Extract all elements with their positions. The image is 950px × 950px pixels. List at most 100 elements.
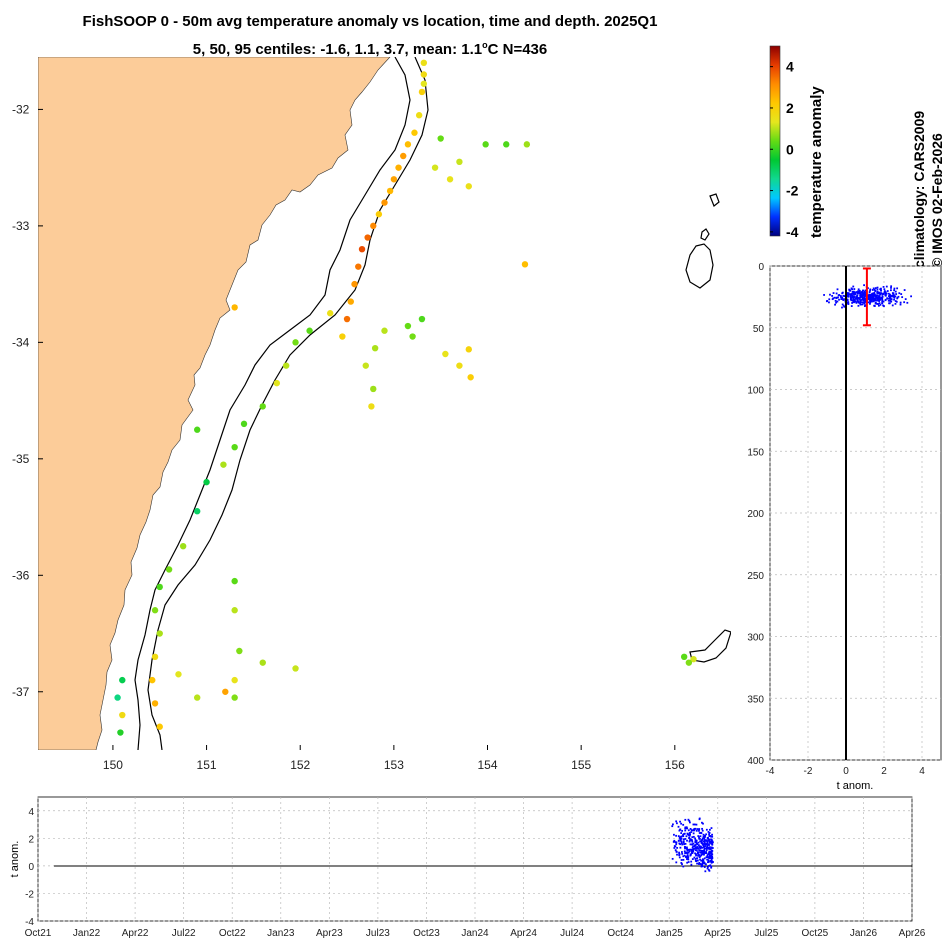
depth-point (863, 292, 865, 295)
depth-point (837, 294, 840, 297)
colorbar-tick-label: 0 (786, 141, 794, 157)
ts-point (710, 857, 713, 860)
map-point (456, 362, 463, 369)
ts-point (682, 823, 685, 826)
depth-point (839, 295, 842, 297)
ts-x-tick-label: Apr22 (122, 928, 149, 939)
ts-point (693, 827, 696, 830)
ts-point (698, 861, 701, 864)
map-point (404, 141, 412, 148)
depth-point (876, 294, 879, 297)
depth-point (852, 290, 855, 293)
depth-point (852, 292, 855, 294)
ts-point (684, 829, 687, 832)
ts-point (682, 855, 685, 858)
depth-point (885, 292, 888, 295)
ts-point (706, 858, 709, 861)
ts-point (694, 849, 697, 852)
map-point (420, 80, 428, 87)
ts-point (703, 843, 706, 846)
depth-x-tick-label: 4 (919, 766, 925, 777)
depth-point (903, 301, 906, 304)
map-point (400, 152, 407, 160)
map-point (503, 141, 510, 148)
ts-points (671, 817, 714, 873)
map-point (203, 478, 210, 486)
depth-point (882, 286, 885, 288)
ts-point (678, 851, 680, 854)
depth-point (847, 303, 850, 305)
ts-point (696, 852, 699, 855)
ts-point (707, 868, 710, 871)
depth-point (857, 301, 860, 304)
depth-point (853, 293, 855, 296)
ts-point (690, 863, 693, 866)
map-point (326, 310, 334, 317)
ts-point (705, 833, 708, 836)
depth-y-tick-label: 400 (747, 756, 764, 767)
depth-point (890, 287, 892, 289)
ts-point (707, 859, 710, 862)
depth-point (881, 300, 884, 303)
ts-point (675, 850, 678, 853)
depth-point (903, 289, 906, 291)
depth-point (842, 304, 845, 307)
ts-point (701, 821, 703, 824)
depth-point (857, 288, 860, 291)
ts-point (702, 858, 704, 861)
ts-point (705, 843, 708, 846)
ts-point (698, 818, 701, 821)
ts-point (691, 849, 693, 852)
ts-x-tick-label: Oct24 (607, 928, 634, 939)
ts-point (690, 843, 693, 846)
ts-point (706, 866, 709, 869)
map-point (156, 723, 163, 730)
map-point (415, 112, 423, 119)
depth-point (861, 298, 864, 301)
depth-point (871, 294, 873, 297)
map-point (222, 688, 229, 695)
ts-point (678, 842, 681, 845)
ts-point (706, 856, 709, 859)
depth-point (843, 305, 846, 308)
ts-x-tick-label: Oct22 (219, 928, 246, 939)
depth-point (884, 294, 887, 297)
depth-point (859, 303, 862, 306)
depth-point (874, 287, 877, 290)
ts-point (704, 834, 707, 837)
ts-point (697, 854, 699, 857)
ts-point (689, 821, 691, 824)
depth-point (889, 297, 892, 299)
ts-point (708, 832, 711, 834)
depth-point (858, 289, 861, 292)
depth-point (893, 287, 896, 290)
ts-point (676, 822, 678, 825)
depth-point (867, 301, 870, 304)
depth-point (859, 297, 861, 299)
depth-point (891, 304, 894, 307)
depth-point (890, 289, 892, 292)
ts-point (681, 829, 683, 832)
depth-point (861, 296, 864, 299)
depth-point (890, 285, 893, 288)
depth-point (871, 295, 873, 298)
ts-point (686, 852, 689, 855)
map-point (347, 298, 354, 305)
depth-point (863, 291, 866, 294)
ts-point (684, 838, 687, 840)
ts-point (708, 850, 711, 853)
ts-point (699, 845, 702, 848)
depth-point (864, 294, 867, 297)
ts-x-tick-label: Jul24 (560, 928, 584, 939)
ts-x-tick-label: Jan24 (461, 928, 489, 939)
ts-point (710, 865, 713, 868)
ts-point (678, 856, 681, 859)
depth-y-tick-label: 200 (747, 509, 764, 520)
map-point (231, 694, 238, 701)
depth-point (887, 299, 890, 302)
ts-point (688, 840, 691, 843)
depth-point (871, 296, 874, 299)
ts-point (687, 848, 690, 851)
ts-point (703, 857, 706, 860)
